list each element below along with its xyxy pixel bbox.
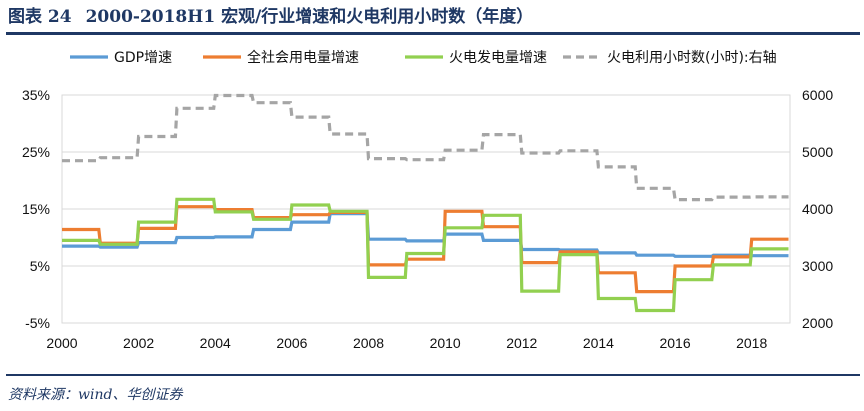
legend-label: 全社会用电量增速 [247, 49, 359, 66]
title-rule [6, 32, 860, 35]
footer-rule [6, 374, 860, 376]
y-left-tick-label: 15% [22, 201, 50, 217]
x-axis: 2000 2002 2004 2006 2008 2010 2012 2014 2016 2018 [46, 335, 767, 351]
gridlines [62, 94, 790, 324]
y-right-tick-label: 4000 [802, 201, 833, 217]
x-tick-label: 2008 [353, 335, 384, 351]
figure-title: 2000-2018H1 宏观/行业增速和火电利用小时数（年度） [85, 7, 534, 27]
y-left-tick-label: 5% [30, 258, 50, 274]
series-2 [62, 197, 789, 313]
series-line [62, 93, 789, 202]
x-tick-label: 2012 [506, 335, 537, 351]
source-note: 资料来源：wind、华创证券 [8, 387, 183, 403]
series-line [62, 212, 789, 258]
y-left-tick-label: -5% [25, 315, 50, 331]
y-right-tick-label: 2000 [802, 315, 833, 331]
series-line [62, 205, 789, 294]
x-tick-label: 2014 [583, 335, 614, 351]
y-axis-left: 35% 25% 15% 5% -5% [22, 87, 50, 331]
y-left-tick-label: 25% [22, 144, 50, 160]
chart-title: 图表 24 2000-2018H1 宏观/行业增速和火电利用小时数（年度） [8, 4, 533, 30]
y-axis-right: 6000 5000 4000 3000 2000 [802, 87, 833, 331]
x-tick-label: 2002 [123, 335, 154, 351]
x-tick-label: 2004 [200, 335, 231, 351]
series-line [62, 197, 789, 313]
x-tick-label: 2010 [430, 335, 461, 351]
x-tick-label: 2018 [736, 335, 767, 351]
x-tick-label: 2016 [659, 335, 690, 351]
legend: GDP增速 全社会用电量增速 火电发电量增速 火电利用小时数(小时):右轴 [70, 49, 777, 66]
x-tick-label: 2000 [46, 335, 77, 351]
x-tick-label: 2006 [276, 335, 307, 351]
y-right-tick-label: 6000 [802, 87, 833, 103]
legend-label: 火电利用小时数(小时):右轴 [607, 50, 777, 66]
series-1 [62, 205, 789, 294]
figure-number: 图表 24 [8, 7, 72, 27]
legend-label: GDP增速 [114, 50, 172, 66]
series-0 [62, 212, 789, 258]
y-right-tick-label: 3000 [802, 258, 833, 274]
legend-label: 火电发电量增速 [449, 50, 547, 66]
series-layer [62, 93, 789, 313]
series-3 [62, 93, 789, 202]
y-right-tick-label: 5000 [802, 144, 833, 160]
y-left-tick-label: 35% [22, 87, 50, 103]
